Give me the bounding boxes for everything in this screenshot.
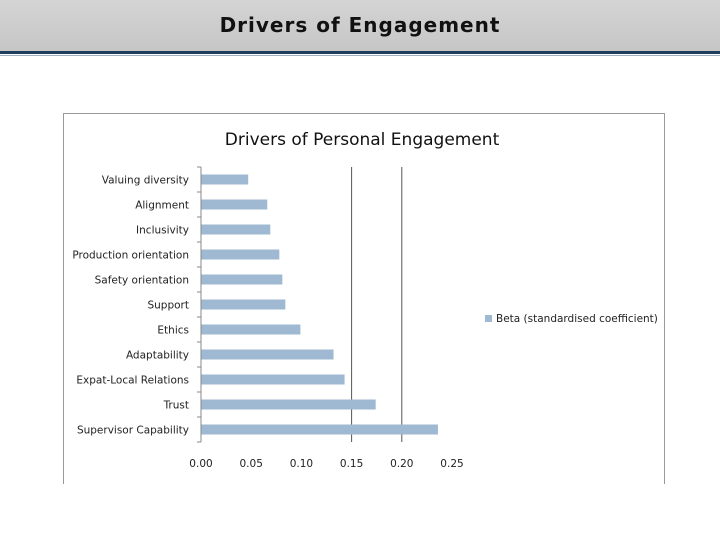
chart-area — [63, 113, 665, 484]
category-label-6: Ethics — [157, 325, 189, 337]
bar-7 — [201, 349, 334, 360]
category-label-1: Alignment — [135, 200, 189, 212]
category-label-8: Expat-Local Relations — [76, 375, 189, 387]
bar-8 — [201, 374, 345, 385]
chart-title: Drivers of Personal Engagement — [225, 130, 500, 150]
bar-1 — [201, 199, 268, 210]
slide-title: Drivers of Engagement — [219, 13, 501, 37]
category-label-9: Trust — [163, 400, 189, 412]
category-label-10: Supervisor Capability — [77, 425, 189, 437]
x-tick-label-5: 0.25 — [440, 458, 463, 470]
x-tick-label-0: 0.00 — [189, 458, 212, 470]
bar-6 — [201, 324, 301, 335]
bar-10 — [201, 424, 438, 435]
legend-label: Beta (standardised coefficient) — [496, 313, 658, 325]
category-label-3: Production orientation — [72, 250, 189, 262]
x-tick-label-3: 0.15 — [340, 458, 363, 470]
gridlines — [351, 167, 403, 442]
legend: Beta (standardised coefficient) — [485, 313, 658, 325]
bar-5 — [201, 299, 286, 310]
category-label-7: Adaptability — [126, 350, 189, 362]
bar-0 — [201, 174, 249, 185]
category-label-5: Support — [147, 300, 189, 312]
legend-swatch — [485, 315, 492, 322]
x-tick-label-1: 0.05 — [240, 458, 263, 470]
category-label-0: Valuing diversity — [102, 175, 189, 187]
bar-4 — [201, 274, 283, 285]
bar-3 — [201, 249, 280, 260]
category-label-4: Safety orientation — [95, 275, 189, 287]
x-tick-label-2: 0.10 — [290, 458, 313, 470]
x-tick-label-4: 0.20 — [390, 458, 413, 470]
axes: Valuing diversity Alignment Inclusivity Pro… — [72, 166, 464, 470]
category-label-2: Inclusivity — [136, 225, 189, 237]
bar-9 — [201, 399, 376, 410]
bars — [201, 174, 438, 435]
slide-header: Drivers of Engagement — [0, 0, 720, 56]
bar-2 — [201, 224, 271, 235]
